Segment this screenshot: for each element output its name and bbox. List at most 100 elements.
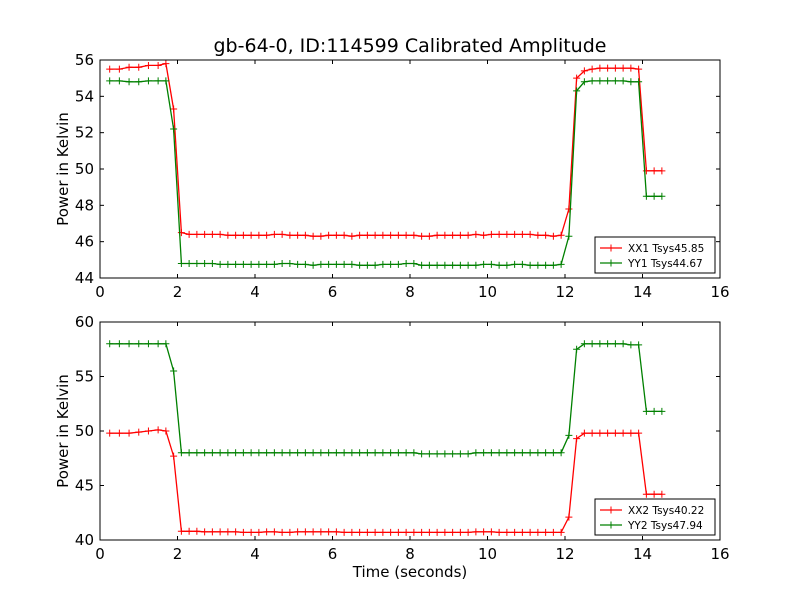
data-point-marker xyxy=(658,192,666,200)
y-tick-label: 50 xyxy=(75,160,94,178)
data-point-marker xyxy=(588,429,596,437)
legend-marker xyxy=(607,244,615,252)
data-point-marker xyxy=(534,261,542,269)
x-tick-label: 0 xyxy=(95,283,105,301)
data-point-marker xyxy=(115,429,123,437)
data-point-marker xyxy=(201,528,209,536)
data-point-marker xyxy=(332,449,340,457)
data-point-marker xyxy=(410,449,418,457)
data-point-marker xyxy=(418,450,426,458)
data-point-marker xyxy=(193,527,201,535)
data-point-marker xyxy=(286,259,294,267)
data-point-marker xyxy=(177,259,185,267)
data-point-marker xyxy=(309,232,317,240)
y-tick-label: 56 xyxy=(75,51,94,69)
data-point-marker xyxy=(278,230,286,238)
data-point-marker xyxy=(410,231,418,239)
x-tick-label: 12 xyxy=(555,545,574,563)
data-point-marker xyxy=(332,231,340,239)
data-point-marker xyxy=(125,429,133,437)
legend-label: YY2 Tsys47.94 xyxy=(627,520,703,532)
data-point-marker xyxy=(216,449,224,457)
data-point-marker xyxy=(402,528,410,536)
data-point-marker xyxy=(144,427,152,435)
data-point-marker xyxy=(340,231,348,239)
data-point-marker xyxy=(557,528,565,536)
data-point-marker xyxy=(511,449,519,457)
data-point-marker xyxy=(495,528,503,536)
data-point-marker xyxy=(135,78,143,86)
data-point-marker xyxy=(247,449,255,457)
data-point-marker xyxy=(201,230,209,238)
x-tick-label: 8 xyxy=(405,545,415,563)
data-point-marker xyxy=(340,260,348,268)
data-point-marker xyxy=(208,230,216,238)
data-point-marker xyxy=(480,449,488,457)
data-point-marker xyxy=(263,528,271,536)
data-point-marker xyxy=(495,230,503,238)
data-point-marker xyxy=(394,449,402,457)
data-point-marker xyxy=(325,528,333,536)
data-point-marker xyxy=(549,449,557,457)
data-point-marker xyxy=(263,449,271,457)
data-point-marker xyxy=(573,345,581,353)
x-tick-label: 2 xyxy=(173,283,183,301)
data-point-marker xyxy=(286,449,294,457)
data-point-marker xyxy=(301,260,309,268)
data-point-marker xyxy=(363,261,371,269)
data-point-marker xyxy=(154,340,162,348)
data-point-marker xyxy=(511,528,519,536)
data-point-marker xyxy=(549,528,557,536)
data-point-marker xyxy=(379,528,387,536)
data-point-marker xyxy=(642,490,650,498)
data-point-marker xyxy=(619,64,627,72)
data-point-marker xyxy=(480,231,488,239)
data-point-marker xyxy=(387,260,395,268)
data-point-marker xyxy=(144,340,152,348)
x-tick-label: 16 xyxy=(710,545,729,563)
data-point-marker xyxy=(278,449,286,457)
y-axis-label: Power in Kelvin xyxy=(54,112,72,226)
data-point-marker xyxy=(658,490,666,498)
data-point-marker xyxy=(402,259,410,267)
data-point-marker xyxy=(650,407,658,415)
data-point-marker xyxy=(526,528,534,536)
data-point-marker xyxy=(125,340,133,348)
data-point-marker xyxy=(518,230,526,238)
data-point-marker xyxy=(534,528,542,536)
data-point-marker xyxy=(503,230,511,238)
x-tick-label: 12 xyxy=(555,283,574,301)
x-tick-label: 6 xyxy=(328,283,338,301)
data-point-marker xyxy=(317,449,325,457)
x-tick-label: 16 xyxy=(710,283,729,301)
data-point-marker xyxy=(433,231,441,239)
data-point-marker xyxy=(658,407,666,415)
data-point-marker xyxy=(518,260,526,268)
data-point-marker xyxy=(425,232,433,240)
data-point-marker xyxy=(635,65,643,73)
series-line-yy1 xyxy=(109,80,662,266)
data-point-marker xyxy=(604,340,612,348)
data-point-marker xyxy=(371,231,379,239)
series-line-xx1 xyxy=(109,62,662,237)
data-point-marker xyxy=(573,74,581,82)
data-point-marker xyxy=(224,449,232,457)
x-tick-label: 14 xyxy=(633,283,652,301)
data-point-marker xyxy=(642,407,650,415)
data-point-marker xyxy=(232,231,240,239)
data-point-marker xyxy=(170,367,178,375)
data-point-marker xyxy=(464,231,472,239)
legend-label: XX1 Tsys45.85 xyxy=(628,243,704,255)
data-point-marker xyxy=(526,230,534,238)
data-point-marker xyxy=(278,259,286,267)
legend-label: YY1 Tsys44.67 xyxy=(627,258,703,270)
y-tick-label: 55 xyxy=(75,368,94,386)
data-point-marker xyxy=(247,528,255,536)
data-point-marker xyxy=(144,61,152,69)
data-point-marker xyxy=(144,77,152,85)
data-point-marker xyxy=(193,449,201,457)
data-point-marker xyxy=(642,192,650,200)
data-point-marker xyxy=(301,449,309,457)
